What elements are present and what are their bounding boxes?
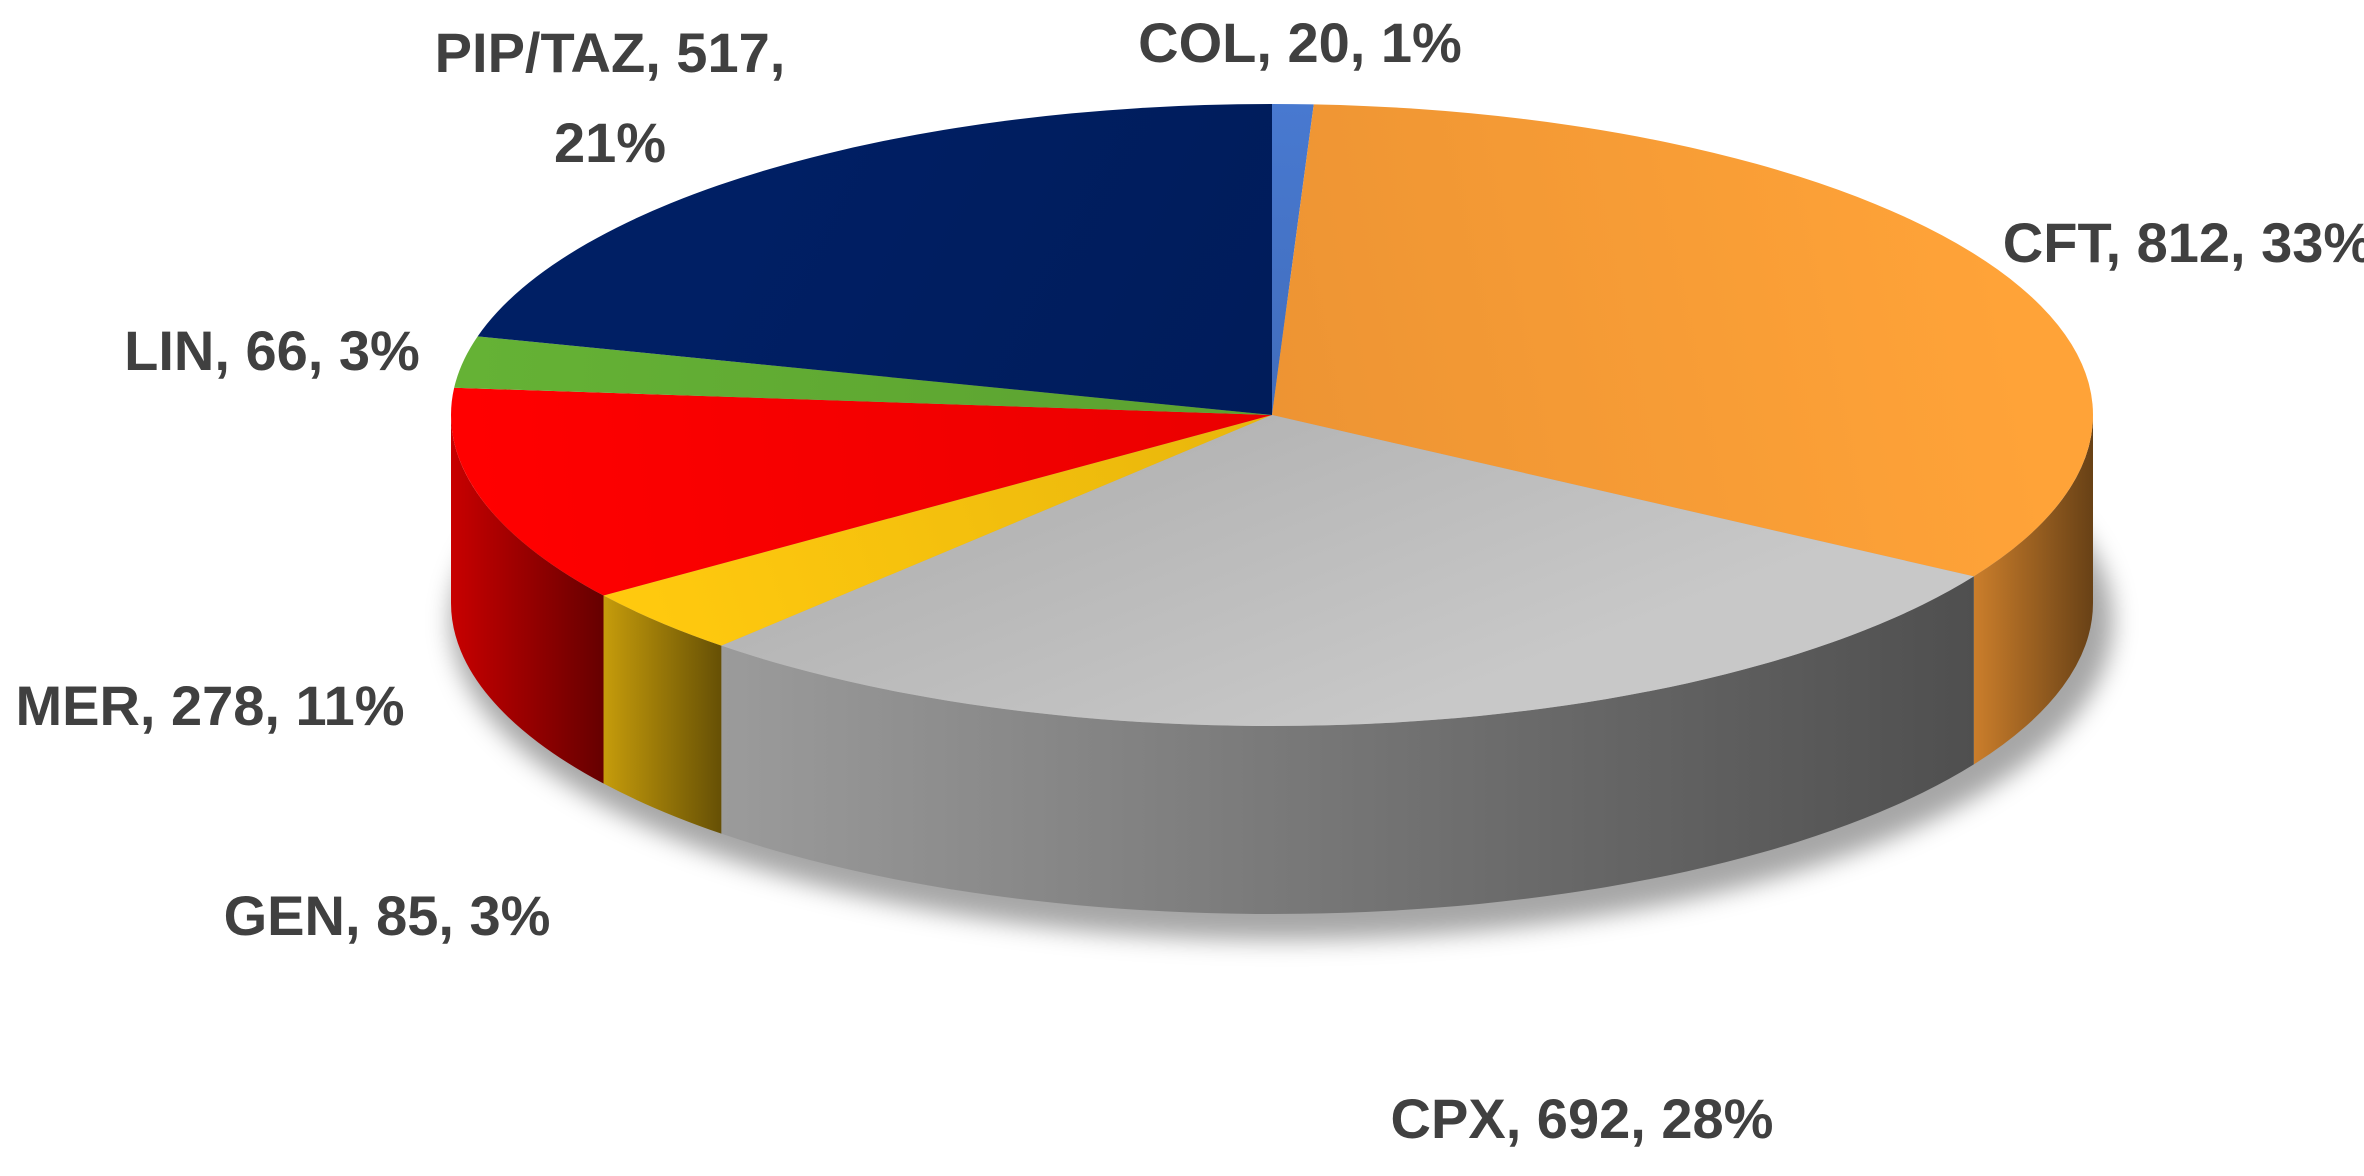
pie-side-mer bbox=[451, 415, 604, 784]
pie-side-walls bbox=[451, 415, 2093, 915]
data-label-col: COL, 20, 1% bbox=[1138, 11, 1462, 74]
data-label-gen: GEN, 85, 3% bbox=[224, 884, 551, 947]
data-label-mer: MER, 278, 11% bbox=[15, 674, 404, 737]
data-label-pip-taz: PIP/TAZ, 517, bbox=[435, 21, 786, 84]
pie-side-cft bbox=[1973, 415, 2093, 765]
pie-slice-pip-taz bbox=[477, 104, 1272, 415]
data-label-pip-taz: 21% bbox=[554, 111, 666, 174]
pie-slice-lin bbox=[454, 336, 1272, 415]
pie-slice-gen bbox=[603, 415, 1272, 646]
data-label-cpx: CPX, 692, 28% bbox=[1391, 1087, 1774, 1150]
pie-side-gen bbox=[603, 595, 722, 834]
pie-slice-cft bbox=[1272, 104, 2093, 577]
pie-data-labels: COL, 20, 1% CFT, 812, 33% CPX, 692, 28% GEN… bbox=[15, 11, 2364, 1150]
data-label-cft: CFT, 812, 33% bbox=[2003, 211, 2364, 274]
pie-side-cpx bbox=[721, 576, 1974, 915]
pie-slice-cpx bbox=[721, 415, 1974, 726]
data-label-lin: LIN, 66, 3% bbox=[124, 319, 420, 382]
pie-slice-col bbox=[1272, 104, 1314, 415]
pie-top-faces bbox=[450, 104, 2093, 726]
pie-slice-mer bbox=[450, 387, 1272, 596]
